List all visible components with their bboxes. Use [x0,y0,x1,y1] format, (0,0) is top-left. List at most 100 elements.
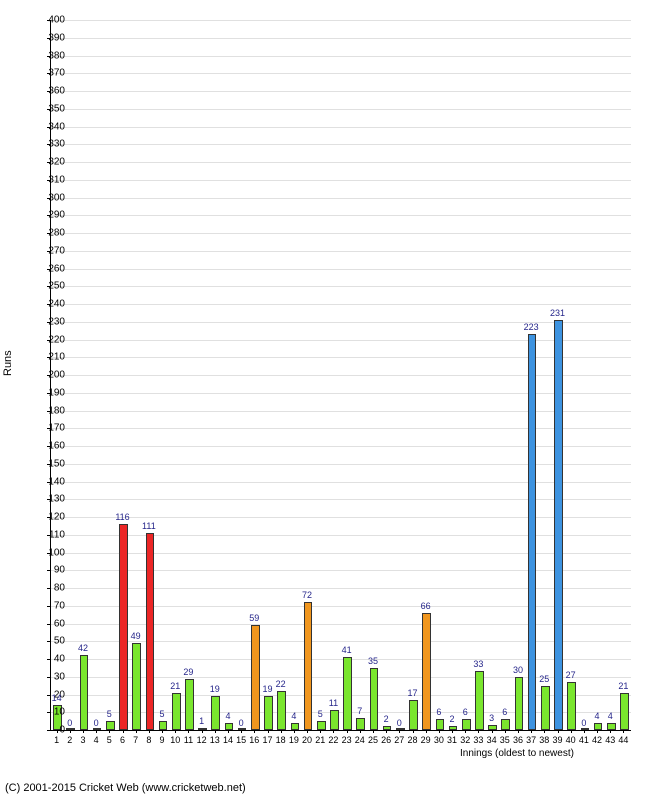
bar-value-label: 5 [318,709,323,719]
x-tick-label: 10 [168,735,182,745]
gridline [51,340,631,341]
y-tick-label: 80 [35,583,65,594]
y-tick-label: 270 [35,245,65,256]
x-tick [623,730,624,733]
x-tick [439,730,440,733]
x-axis-label: Innings (oldest to newest) [460,748,574,759]
bar-value-label: 7 [357,706,362,716]
bar [607,723,616,730]
bar [370,668,379,730]
gridline [51,73,631,74]
x-tick [175,730,176,733]
bar-value-label: 33 [473,659,483,669]
bar [238,728,247,730]
y-tick-label: 190 [35,387,65,398]
bar-value-label: 0 [239,718,244,728]
gridline [51,606,631,607]
bar [567,682,576,730]
bar-value-label: 49 [131,631,141,641]
x-tick [386,730,387,733]
y-tick-label: 150 [35,458,65,469]
gridline [51,588,631,589]
x-tick-label: 5 [102,735,116,745]
bar-value-label: 35 [368,656,378,666]
x-tick-label: 35 [498,735,512,745]
x-tick [202,730,203,733]
bar [581,728,590,730]
bar-value-label: 19 [210,684,220,694]
x-tick-label: 24 [353,735,367,745]
y-tick-label: 350 [35,103,65,114]
bar-value-label: 22 [276,679,286,689]
x-tick [57,730,58,733]
bar [106,721,115,730]
x-tick-label: 43 [603,735,617,745]
x-tick-label: 14 [221,735,235,745]
y-tick-label: 100 [35,547,65,558]
x-tick-label: 36 [511,735,525,745]
x-tick [597,730,598,733]
x-tick [333,730,334,733]
x-tick [294,730,295,733]
y-tick-label: 310 [35,174,65,185]
bar [383,726,392,730]
x-tick-label: 11 [181,735,195,745]
x-tick-label: 8 [142,735,156,745]
y-tick-label: 220 [35,334,65,345]
bar-value-label: 6 [502,707,507,717]
x-tick-label: 40 [564,735,578,745]
x-tick [399,730,400,733]
x-tick [109,730,110,733]
x-tick [123,730,124,733]
y-tick-label: 60 [35,618,65,629]
gridline [51,499,631,500]
gridline [51,269,631,270]
bar [422,613,431,730]
x-tick-label: 31 [445,735,459,745]
bar [594,723,603,730]
gridline [51,535,631,536]
y-tick-label: 210 [35,352,65,363]
bar [198,728,207,730]
x-tick-label: 7 [129,735,143,745]
gridline [51,215,631,216]
y-tick-label: 40 [35,654,65,665]
bar [119,524,128,730]
gridline [51,446,631,447]
y-axis-label: Runs [2,350,14,376]
bar [541,686,550,730]
y-tick-label: 300 [35,192,65,203]
x-tick-label: 28 [406,735,420,745]
x-tick-label: 34 [485,735,499,745]
y-tick-label: 280 [35,228,65,239]
bar [264,696,273,730]
x-tick [505,730,506,733]
bar-value-label: 19 [262,684,272,694]
x-tick-label: 44 [616,735,630,745]
gridline [51,570,631,571]
bar [554,320,563,730]
y-tick-label: 0 [35,725,65,736]
x-tick-label: 27 [392,735,406,745]
y-tick-label: 120 [35,512,65,523]
bar-value-label: 4 [595,711,600,721]
x-tick-label: 13 [208,735,222,745]
bar [356,718,365,730]
bar-value-label: 231 [550,308,565,318]
bar-value-label: 17 [407,688,417,698]
gridline [51,322,631,323]
bar [317,721,326,730]
gridline [51,375,631,376]
x-tick-label: 23 [340,735,354,745]
bar [449,726,458,730]
x-tick [83,730,84,733]
y-tick-label: 180 [35,405,65,416]
bar-value-label: 5 [107,709,112,719]
bar [251,625,260,730]
bar [515,677,524,730]
y-tick-label: 250 [35,281,65,292]
gridline [51,428,631,429]
bar-value-label: 66 [421,601,431,611]
x-tick [149,730,150,733]
x-tick [544,730,545,733]
